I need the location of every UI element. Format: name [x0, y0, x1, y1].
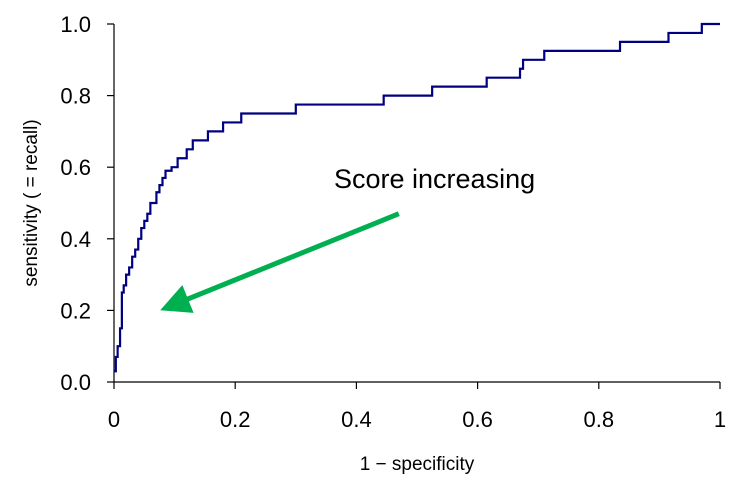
- y-tick-label: 0.8: [60, 84, 91, 109]
- x-tick-label: 0.6: [462, 407, 493, 432]
- y-tick-label: 0.0: [60, 370, 91, 395]
- y-axis-title: sensitivity ( = recall): [21, 119, 42, 286]
- y-tick-label: 0.4: [60, 227, 91, 252]
- roc-curve-line: [114, 22, 720, 373]
- annotation-layer: Score increasing: [160, 164, 535, 313]
- x-tick-label: 0.8: [584, 407, 615, 432]
- y-tick-label: 0.2: [60, 298, 91, 323]
- y-axis-ticks: 0.0 0.2 0.4 0.6 0.8 1.0: [60, 12, 114, 395]
- series-layer: [114, 22, 720, 373]
- axes: [113, 24, 720, 383]
- x-tick-label: 0: [108, 407, 120, 432]
- x-axis-title: 1 − specificity: [360, 454, 475, 475]
- annotation-text: Score increasing: [334, 164, 535, 194]
- x-axis-ticks: 0 0.2 0.4 0.6 0.8 1: [108, 382, 726, 432]
- x-tick-label: 0.2: [220, 407, 251, 432]
- y-tick-label: 1.0: [60, 12, 91, 37]
- x-tick-label: 1: [714, 407, 726, 432]
- x-tick-label: 0.4: [341, 407, 372, 432]
- annotation-arrow: [160, 211, 400, 313]
- y-tick-label: 0.6: [60, 155, 91, 180]
